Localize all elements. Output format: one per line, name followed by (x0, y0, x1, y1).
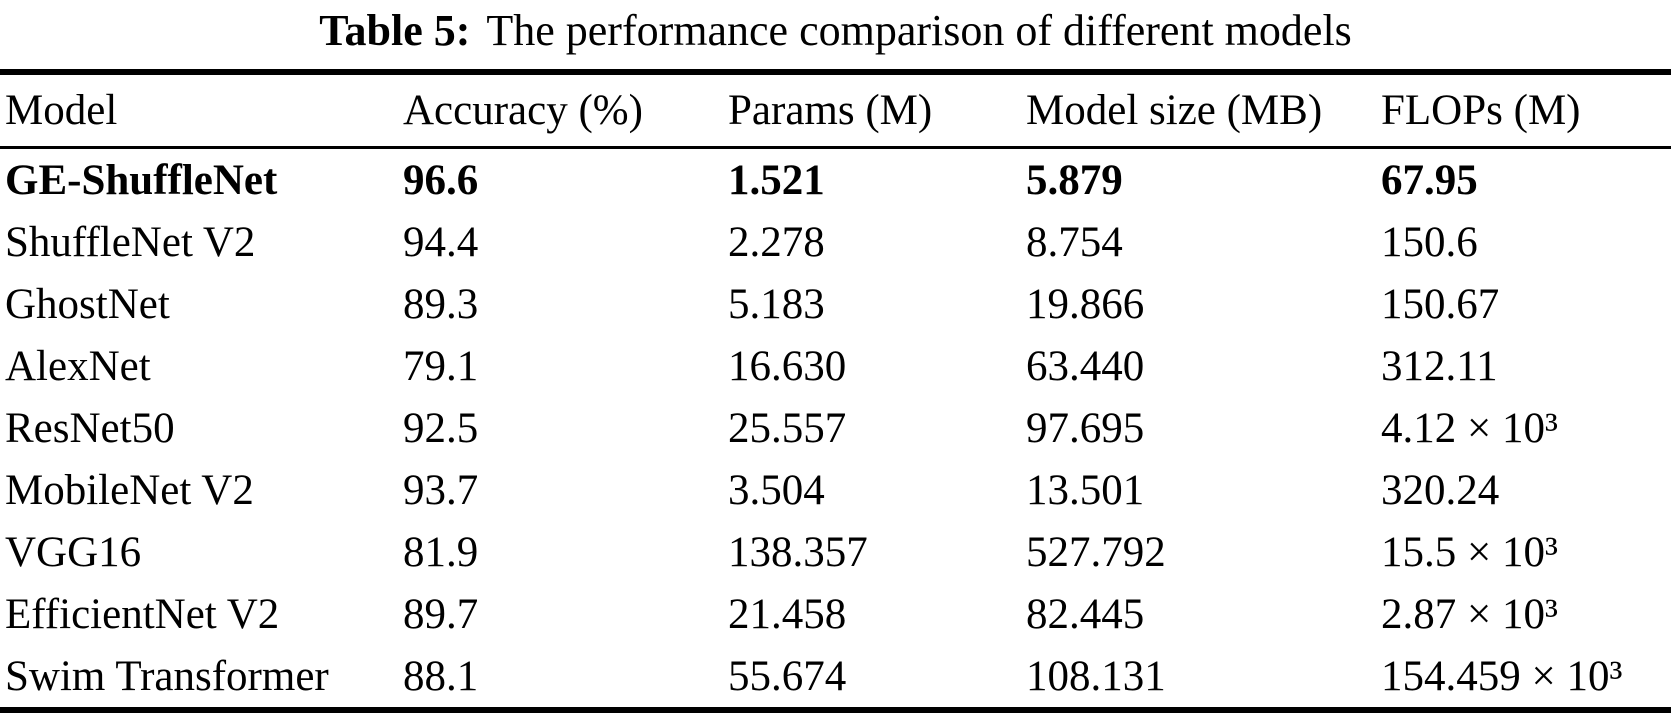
cell-size: 8.754 (1026, 218, 1123, 266)
table-row: Swim Transformer 88.1 55.674 108.131 154… (0, 645, 1671, 707)
cell-flops: 312.11 (1381, 342, 1498, 390)
cell-flops: 4.12 × 10³ (1381, 404, 1558, 452)
table-rule-top (0, 69, 1671, 75)
cell-params: 21.458 (728, 590, 847, 638)
cell-params: 25.557 (728, 404, 847, 452)
table-row: VGG16 81.9 138.357 527.792 15.5 × 10³ (0, 521, 1671, 583)
table-rule-header (0, 146, 1671, 149)
cell-model: MobileNet V2 (5, 466, 254, 514)
cell-model: GhostNet (5, 280, 170, 328)
cell-params: 16.630 (728, 342, 847, 390)
cell-params: 1.521 (728, 156, 825, 204)
column-header-model: Model (5, 87, 118, 134)
table-caption: Table 5: The performance comparison of d… (0, 0, 1671, 69)
cell-model: VGG16 (5, 528, 142, 576)
cell-params: 5.183 (728, 280, 825, 328)
cell-accuracy: 96.6 (403, 156, 479, 204)
cell-size: 63.440 (1026, 342, 1145, 390)
cell-accuracy: 81.9 (403, 528, 479, 576)
cell-params: 3.504 (728, 466, 825, 514)
cell-model: ResNet50 (5, 404, 175, 452)
table-caption-label: Table 5: (319, 6, 471, 55)
cell-accuracy: 94.4 (403, 218, 479, 266)
cell-flops: 67.95 (1381, 156, 1478, 204)
column-header-accuracy: Accuracy (%) (403, 87, 643, 134)
cell-model: Swim Transformer (5, 652, 329, 700)
cell-size: 108.131 (1026, 652, 1166, 700)
cell-accuracy: 79.1 (403, 342, 479, 390)
cell-params: 55.674 (728, 652, 847, 700)
cell-flops: 2.87 × 10³ (1381, 590, 1558, 638)
cell-model: AlexNet (5, 342, 151, 390)
cell-flops: 154.459 × 10³ (1381, 652, 1623, 700)
cell-accuracy: 88.1 (403, 652, 479, 700)
table-rule-bottom (0, 707, 1671, 713)
cell-accuracy: 93.7 (403, 466, 479, 514)
table-row: GE-ShuffleNet 96.6 1.521 5.879 67.95 (0, 149, 1671, 211)
table-row: AlexNet 79.1 16.630 63.440 312.11 (0, 335, 1671, 397)
cell-params: 2.278 (728, 218, 825, 266)
table-caption-text: The performance comparison of different … (486, 6, 1352, 55)
table-row: GhostNet 89.3 5.183 19.866 150.67 (0, 273, 1671, 335)
cell-accuracy: 89.7 (403, 590, 479, 638)
column-header-model-size: Model size (MB) (1026, 87, 1323, 134)
cell-size: 527.792 (1026, 528, 1166, 576)
table-row: ShuffleNet V2 94.4 2.278 8.754 150.6 (0, 211, 1671, 273)
cell-flops: 150.67 (1381, 280, 1500, 328)
cell-size: 13.501 (1026, 466, 1145, 514)
table-row: EfficientNet V2 89.7 21.458 82.445 2.87 … (0, 583, 1671, 645)
cell-accuracy: 89.3 (403, 280, 479, 328)
cell-model: EfficientNet V2 (5, 590, 280, 638)
cell-size: 82.445 (1026, 590, 1145, 638)
table-header-row: Model Accuracy (%) Params (M) Model size… (0, 75, 1671, 146)
column-header-flops: FLOPs (M) (1381, 87, 1581, 134)
cell-model: GE-ShuffleNet (5, 156, 278, 204)
column-header-params: Params (M) (728, 87, 933, 134)
cell-flops: 150.6 (1381, 218, 1478, 266)
cell-size: 5.879 (1026, 156, 1123, 204)
table-row: MobileNet V2 93.7 3.504 13.501 320.24 (0, 459, 1671, 521)
cell-size: 97.695 (1026, 404, 1145, 452)
cell-size: 19.866 (1026, 280, 1145, 328)
cell-accuracy: 92.5 (403, 404, 479, 452)
cell-flops: 15.5 × 10³ (1381, 528, 1558, 576)
cell-params: 138.357 (728, 528, 868, 576)
table-row: ResNet50 92.5 25.557 97.695 4.12 × 10³ (0, 397, 1671, 459)
cell-flops: 320.24 (1381, 466, 1500, 514)
cell-model: ShuffleNet V2 (5, 218, 256, 266)
